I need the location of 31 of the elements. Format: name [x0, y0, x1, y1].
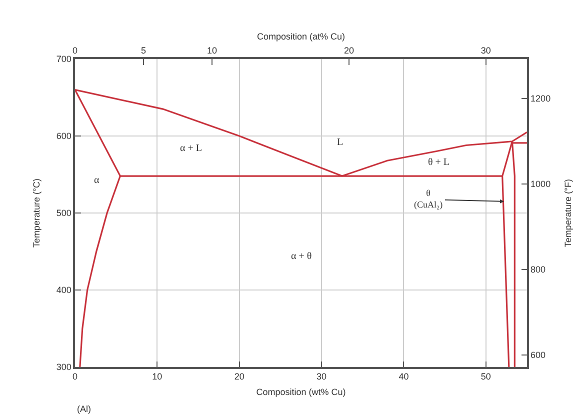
y-tick-label: 600 [56, 131, 72, 142]
annotation: α + L [180, 143, 202, 154]
y2-tick-label: 600 [530, 350, 546, 360]
x-tick-label: 10 [152, 372, 162, 382]
annotation: θ (CuAl₂) [414, 188, 443, 210]
x2-axis-title: Composition (at% Cu) [256, 32, 346, 42]
x2-tick-label: 5 [140, 46, 146, 56]
annotation: θ + L [428, 157, 450, 168]
text: (Al) [77, 404, 91, 414]
x2-tick-label: 30 [480, 46, 491, 56]
x-tick-label: 50 [480, 372, 491, 382]
y-axis-title: Temperature (°C) [31, 178, 42, 248]
y2-tick-label: 1200 [530, 94, 551, 104]
y2-tick-label: 800 [530, 264, 546, 275]
y2-tick-label: 1000 [530, 179, 551, 190]
y2-axis-title: Temperature (°F) [562, 178, 573, 248]
x-tick-label: 20 [234, 372, 244, 382]
y-tick-label: 300 [56, 362, 72, 372]
y-tick-label: 500 [56, 208, 72, 218]
x-tick-label: 0 [72, 372, 78, 382]
annotation: α + θ [291, 251, 312, 262]
y-tick-label: 700 [56, 54, 72, 64]
x-tick-label: 30 [316, 372, 327, 382]
x-axis-title: Composition (wt% Cu) [256, 386, 346, 397]
x2-tick-label: 0 [72, 46, 78, 56]
x2-tick-label: 20 [344, 46, 354, 56]
annotation: L [337, 137, 344, 148]
y-tick-label: 400 [56, 285, 72, 296]
x2-tick-label: 10 [206, 46, 217, 56]
annotation: α [94, 175, 100, 186]
x-tick-label: 40 [398, 372, 409, 382]
